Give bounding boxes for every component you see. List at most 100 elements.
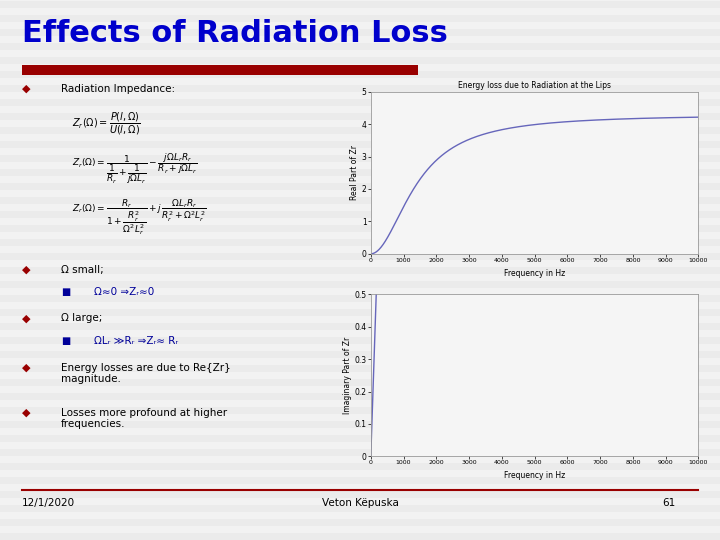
Bar xyxy=(0,379,720,386)
Text: ◆: ◆ xyxy=(22,265,30,275)
Text: ◆: ◆ xyxy=(22,408,30,418)
Bar xyxy=(0,8,720,15)
Bar xyxy=(0,533,720,540)
Bar xyxy=(0,414,720,421)
Text: 61: 61 xyxy=(662,498,675,509)
Bar xyxy=(0,456,720,463)
Bar xyxy=(0,1,720,8)
X-axis label: Frequency in Hz: Frequency in Hz xyxy=(504,471,565,480)
Y-axis label: Imaginary Part of Zr: Imaginary Part of Zr xyxy=(343,336,352,414)
Bar xyxy=(0,211,720,218)
Bar xyxy=(0,519,720,526)
Bar xyxy=(0,323,720,330)
Text: ΩLᵣ ≫Rᵣ ⇒Zᵣ≈ Rᵣ: ΩLᵣ ≫Rᵣ ⇒Zᵣ≈ Rᵣ xyxy=(94,336,178,346)
Bar xyxy=(0,141,720,148)
Text: Ω large;: Ω large; xyxy=(61,313,102,323)
Text: 12/1/2020: 12/1/2020 xyxy=(22,498,75,509)
Bar xyxy=(0,127,720,134)
Bar xyxy=(0,344,720,351)
Bar xyxy=(0,85,720,92)
Text: $Z_r(\Omega)=\dfrac{P(l,\Omega)}{U(l,\Omega)}$: $Z_r(\Omega)=\dfrac{P(l,\Omega)}{U(l,\Om… xyxy=(72,111,141,137)
Bar xyxy=(0,358,720,365)
Bar xyxy=(0,29,720,36)
Bar xyxy=(0,386,720,393)
Bar xyxy=(0,134,720,141)
Bar xyxy=(0,302,720,309)
Text: Losses more profound at higher
frequencies.: Losses more profound at higher frequenci… xyxy=(61,408,228,429)
Bar xyxy=(0,78,720,85)
Bar xyxy=(0,15,720,22)
Bar xyxy=(0,36,720,43)
Bar xyxy=(0,183,720,190)
Bar xyxy=(0,435,720,442)
Bar xyxy=(0,99,720,106)
Bar xyxy=(0,204,720,211)
Bar xyxy=(0,400,720,407)
Bar xyxy=(0,50,720,57)
Text: ◆: ◆ xyxy=(22,363,30,373)
Bar xyxy=(0,232,720,239)
Text: ◆: ◆ xyxy=(22,313,30,323)
Bar xyxy=(0,176,720,183)
Bar xyxy=(0,491,720,498)
Bar xyxy=(0,512,720,519)
Text: Veton Këpuska: Veton Këpuska xyxy=(322,498,398,509)
Text: Effects of Radiation Loss: Effects of Radiation Loss xyxy=(22,19,447,48)
X-axis label: Frequency in Hz: Frequency in Hz xyxy=(504,268,565,278)
Bar xyxy=(0,239,720,246)
Y-axis label: Real Part of Zr: Real Part of Zr xyxy=(350,145,359,200)
Title: Energy loss due to Radiation at the Lips: Energy loss due to Radiation at the Lips xyxy=(458,80,611,90)
Bar xyxy=(0,351,720,358)
Text: Ω small;: Ω small; xyxy=(61,265,104,275)
Text: Radiation Impedance:: Radiation Impedance: xyxy=(61,84,176,94)
Bar xyxy=(0,449,720,456)
Bar xyxy=(0,148,720,155)
Bar xyxy=(0,309,720,316)
Bar xyxy=(0,197,720,204)
Bar xyxy=(0,260,720,267)
Bar xyxy=(0,477,720,484)
Bar xyxy=(0,267,720,274)
Bar xyxy=(0,337,720,344)
Text: ■: ■ xyxy=(61,336,71,346)
Text: ◆: ◆ xyxy=(22,84,30,94)
Text: ■: ■ xyxy=(61,287,71,298)
Text: $Z_r(\Omega)=\dfrac{1}{\dfrac{1}{R_r}+\dfrac{1}{j\Omega L_r}}-\dfrac{j\Omega L_r: $Z_r(\Omega)=\dfrac{1}{\dfrac{1}{R_r}+\d… xyxy=(72,151,197,186)
Bar xyxy=(0,442,720,449)
Bar xyxy=(0,22,720,29)
Bar xyxy=(0,57,720,64)
Bar xyxy=(0,421,720,428)
Bar xyxy=(22,65,418,75)
Bar xyxy=(0,281,720,288)
Bar xyxy=(0,316,720,323)
Bar xyxy=(0,218,720,225)
Bar xyxy=(0,225,720,232)
Bar xyxy=(0,372,720,379)
Bar xyxy=(0,64,720,71)
Bar xyxy=(0,0,720,1)
Bar xyxy=(0,393,720,400)
Bar xyxy=(0,43,720,50)
Text: Ω≈0 ⇒Zᵣ≈0: Ω≈0 ⇒Zᵣ≈0 xyxy=(94,287,154,298)
Bar xyxy=(0,246,720,253)
Bar xyxy=(0,274,720,281)
Bar xyxy=(0,113,720,120)
Bar xyxy=(0,470,720,477)
Bar xyxy=(0,463,720,470)
Bar xyxy=(0,288,720,295)
Bar xyxy=(0,190,720,197)
Bar xyxy=(0,295,720,302)
Bar xyxy=(0,484,720,491)
Bar xyxy=(0,162,720,169)
Bar xyxy=(0,330,720,337)
Bar xyxy=(0,120,720,127)
Text: Energy losses are due to Re{Zr}
magnitude.: Energy losses are due to Re{Zr} magnitud… xyxy=(61,363,231,384)
Bar xyxy=(0,505,720,512)
Text: $Z_r(\Omega)=\dfrac{R_r}{1+\dfrac{R_r^2}{\Omega^2 L_r^2}}+j\,\dfrac{\Omega L_r R: $Z_r(\Omega)=\dfrac{R_r}{1+\dfrac{R_r^2}… xyxy=(72,197,207,237)
Bar xyxy=(0,498,720,505)
Bar xyxy=(0,365,720,372)
Bar xyxy=(0,106,720,113)
Bar xyxy=(0,155,720,162)
Bar xyxy=(0,428,720,435)
Bar xyxy=(0,71,720,78)
